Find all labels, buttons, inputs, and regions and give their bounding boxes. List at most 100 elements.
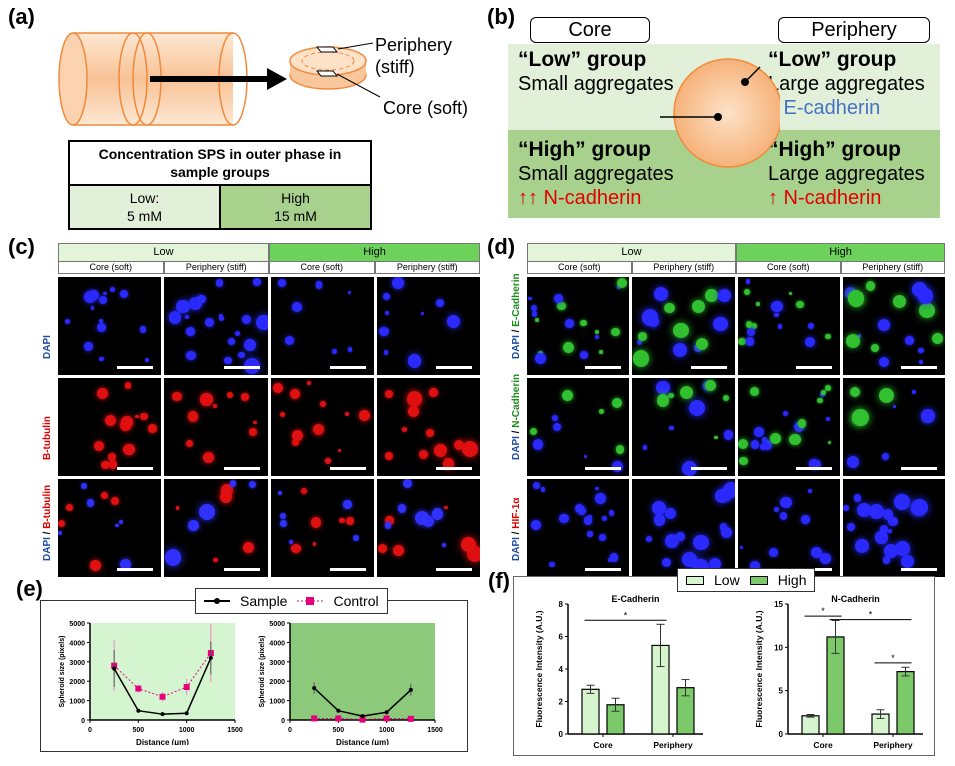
low-swatch-icon [686,575,704,585]
y-tick-label: 0 [281,718,285,725]
high-label: High [281,190,310,206]
x-tick-label: 500 [132,727,144,734]
row-label: DAPI / E-Cadherin [511,273,522,359]
y-axis-label: Spheroid size (pixels) [59,636,66,708]
chart-f-right: N-Cadherin 0 5 10 15 Fluorescence Intensity (… [754,594,923,750]
x-tick-label: 1500 [227,727,243,734]
scale-bar [117,366,154,369]
low-periphery-quadrant: “Low” group Large aggregates ↑ E-cadherin [758,44,935,124]
y-axis-label: Fluorescence Intensity (A.U.) [754,610,764,727]
group-header-high: High [736,243,945,262]
high-periphery-quadrant: “High” group Large aggregates ↑ N-cadherin [758,134,935,214]
table-header: Concentration SPS in outer phase in samp… [70,142,370,186]
row-label-part: / [42,528,53,538]
column-header: Core (soft) [58,262,164,274]
high-core-quadrant: “High” group Small aggregates ↑↑ N-cadheri… [508,134,684,214]
x-tick-label: Core [593,740,613,750]
scale-bar [223,366,260,369]
data-point [359,716,366,723]
low-core-quadrant: “Low” group Small aggregates [508,44,684,100]
low-label: Low: [129,190,160,206]
data-point [407,715,414,722]
quad-title: “High” group [768,138,901,161]
row-label-part: E-Cadherin [511,273,522,327]
concentration-table: Concentration SPS in outer phase in samp… [68,140,372,230]
panel-d-label: (d) [487,234,516,259]
y-tick-label: 5000 [69,621,85,628]
y-tick-label: 4000 [269,640,285,647]
data-point [335,715,342,722]
y-tick-label: 6 [559,633,564,642]
row-label-part: N-Cadherin [511,373,522,428]
scale-bar [690,467,727,470]
micrograph [164,277,268,375]
legend-high: High [777,572,807,588]
column-header: Core (soft) [527,262,632,274]
bar-low [801,715,820,735]
periphery-header: Periphery [778,17,930,43]
micrograph [842,479,945,577]
y-tick-label: 2 [559,698,564,707]
micrograph [376,479,480,577]
chart-title: N-Cadherin [831,594,880,604]
legend-sample: Sample [240,593,288,609]
data-point [360,714,365,719]
high-swatch-icon [749,575,768,585]
row-label-part: B-tubulin [42,484,53,529]
panel-f-label: (f) [488,568,510,593]
y-tick-label: 2000 [69,679,85,686]
quad-title: “High” group [518,138,651,161]
data-point [135,685,142,692]
periphery-label: Periphery (stiff) [375,34,452,78]
significance-star: * [624,610,628,620]
row-label-part: DAPI [511,335,522,359]
quad-text: Small aggregates [518,73,674,95]
panel-c-grid: Low High Core (soft) Periphery (stiff) Core … [58,243,480,577]
micrograph [58,378,162,476]
e-cadherin-marker: ↑ E-cadherin [768,97,881,119]
group-header-low: Low [58,243,269,262]
data-point [311,715,318,722]
y-tick-label: 15 [774,600,783,609]
micrograph [737,277,840,375]
x-tick-label: Periphery [653,740,692,750]
quad-text: Large aggregates [768,73,925,95]
x-axis-label: Distance (μm) [136,738,189,745]
micrograph [737,479,840,577]
n-cadherin-marker: ↑ N-cadherin [768,187,882,209]
scale-bar [585,467,622,470]
y-axis-label: Fluorescence Intensity (A.U.) [534,610,544,727]
row-label: DAPI / HIF-1α [511,498,522,561]
significance-star: * [869,610,873,620]
legend-control: Control [333,593,379,609]
micrograph [527,378,630,476]
core-label: Core (soft) [383,98,469,118]
data-point [160,712,165,717]
n-cadherin-marker: ↑↑ N-cadherin [518,187,642,209]
y-tick-label: 0 [779,730,784,739]
scale-bar [117,568,154,571]
micrograph [737,378,840,476]
micrograph [632,479,735,577]
row-label-part: HIF-1α [511,497,522,529]
data-point [312,685,317,690]
data-point [136,708,141,713]
x-tick-label: Periphery [873,740,912,750]
scale-bar [436,366,472,369]
data-point [408,687,413,692]
micrograph [58,277,162,375]
scale-bar [901,568,937,571]
high-cell: High 15 mM [221,186,370,228]
quad-title: “Low” group [768,48,897,71]
bar-high [896,670,915,735]
micrograph [842,378,945,476]
scale-bar [223,467,260,470]
row-label: DAPI / B-tubulin [42,485,53,561]
y-tick-label: 5 [779,687,784,696]
row-label-part: / [511,528,522,538]
column-header: Periphery (stiff) [840,262,945,274]
scale-bar [329,366,366,369]
quad-title: “Low” group [518,48,647,71]
column-header: Periphery (stiff) [631,262,736,274]
micrograph [632,277,735,375]
